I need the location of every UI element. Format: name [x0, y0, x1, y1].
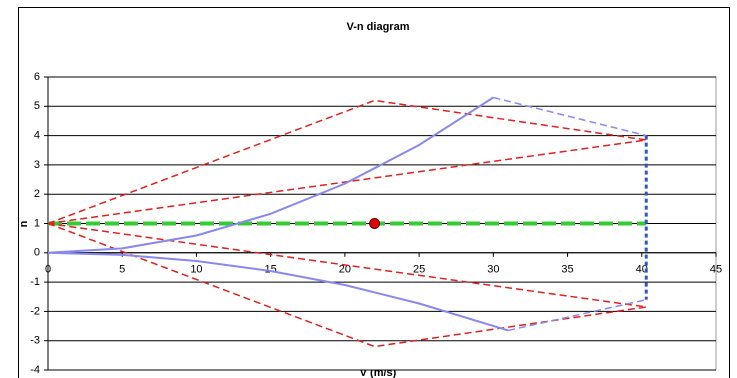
x-tick-label: 5 [119, 264, 125, 276]
y-tick-label: -4 [30, 364, 40, 376]
y-tick-label: 0 [34, 247, 40, 259]
y-tick-label: 3 [34, 159, 40, 171]
series-line [493, 96, 647, 137]
series-line [47, 251, 509, 332]
x-tick-label: 35 [561, 264, 573, 276]
y-tick-label: -3 [30, 335, 40, 347]
x-tick-label: 15 [265, 264, 277, 276]
data-point [369, 218, 381, 229]
y-tick-label: 6 [34, 71, 40, 83]
x-tick-label: 10 [190, 264, 202, 276]
x-tick-label: 30 [487, 264, 499, 276]
x-tick-label: 25 [413, 264, 425, 276]
y-tick-label: 1 [34, 217, 40, 229]
x-tick-label: 45 [710, 264, 722, 276]
x-axis-title: V (m/s) [360, 367, 397, 378]
x-tick-label: 0 [45, 264, 51, 276]
series-line [508, 298, 647, 332]
y-axis-title: n [18, 220, 30, 227]
y-tick-label: -2 [30, 305, 40, 317]
y-tick-label: 4 [34, 130, 40, 142]
series-line [47, 222, 647, 348]
y-tick-label: 5 [34, 100, 40, 112]
y-tick-label: 2 [34, 188, 40, 200]
y-tick-label: -1 [30, 276, 40, 288]
chart-title: V-n diagram [347, 21, 410, 33]
series-line [47, 96, 494, 254]
x-tick-label: 20 [339, 264, 351, 276]
x-tick-label: 40 [636, 264, 648, 276]
